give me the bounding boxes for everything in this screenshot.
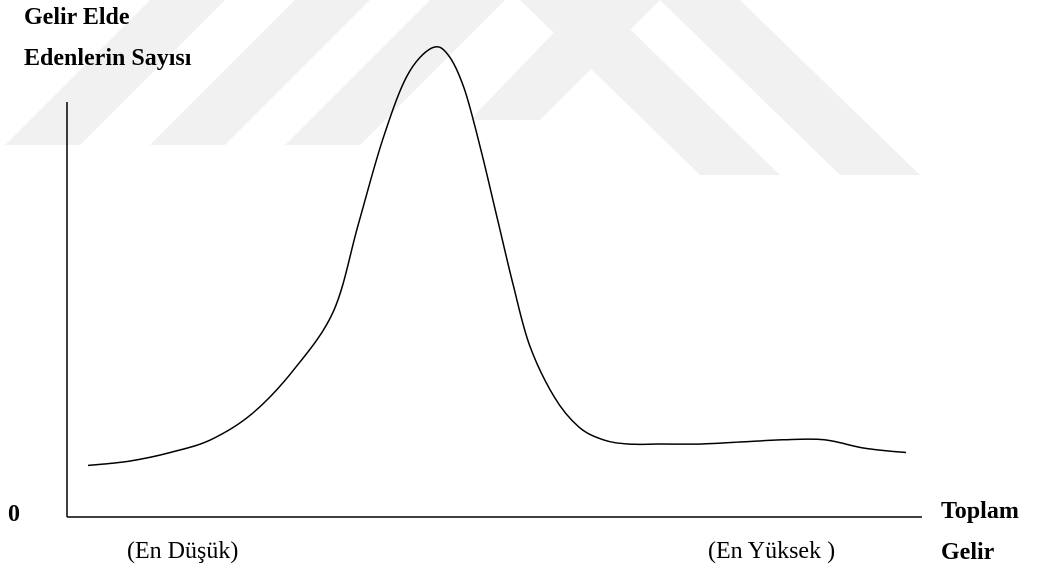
x-axis-high-end-label: (En Yüksek )	[708, 538, 835, 564]
y-axis-label-line2: Edenlerin Sayısı	[24, 45, 192, 71]
watermark-pattern	[5, 0, 920, 175]
x-axis-label-line2: Gelir	[941, 539, 995, 565]
x-axis-label-line1: Toplam	[941, 498, 1019, 524]
origin-label: 0	[8, 501, 20, 527]
x-axis-low-end-label: (En Düşük)	[127, 538, 238, 564]
series-line	[87, 45, 907, 467]
y-axis-label-line1: Gelir Elde	[24, 4, 130, 30]
